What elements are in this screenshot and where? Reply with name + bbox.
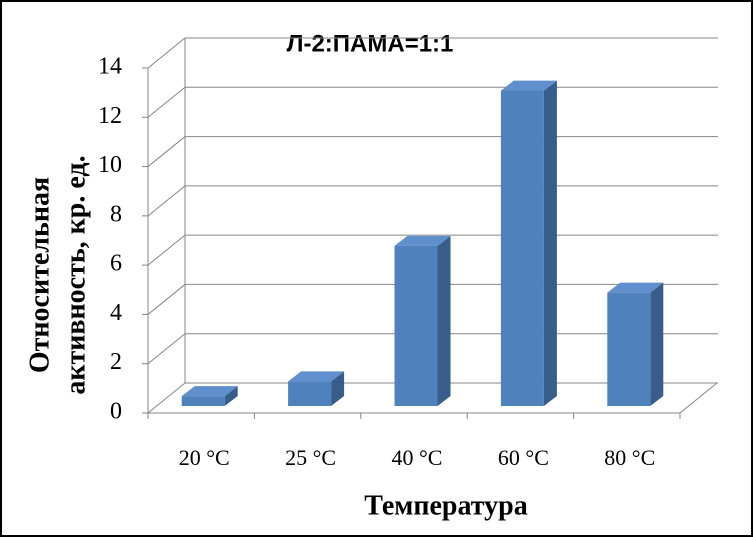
bar-top (394, 235, 451, 246)
y-axis-title: Относительная (24, 177, 55, 373)
grid-line (147, 382, 186, 414)
bar-top (181, 386, 238, 397)
bar (500, 80, 557, 407)
bar-top (607, 282, 664, 293)
bar-front (394, 245, 438, 406)
y-tick-label: 14 (98, 54, 122, 80)
grid-line (147, 136, 186, 167)
x-axis-title: Температура (364, 490, 527, 521)
grid-line (147, 234, 186, 266)
bar-top (500, 80, 557, 91)
bar (288, 371, 345, 406)
bar (607, 282, 664, 406)
y-tick-label: 8 (110, 201, 122, 227)
bar-side (331, 371, 345, 406)
grid-line (147, 185, 186, 217)
floor-edge (679, 382, 718, 414)
y-tick-label: 2 (110, 349, 122, 375)
y-tick-label: 12 (98, 103, 122, 129)
bar (181, 386, 238, 406)
grid-line (147, 37, 186, 69)
y-tick-label: 0 (110, 399, 122, 425)
bar-side (543, 80, 557, 407)
bar-side (650, 282, 664, 406)
y-axis-title: активность, кр. ед. (60, 155, 91, 394)
grid-line (147, 333, 186, 365)
bar-side (437, 235, 451, 406)
x-tick-label: 60 °C (498, 445, 549, 470)
chart-title: Л-2:ПАМА=1:1 (287, 30, 454, 57)
x-tick-label: 25 °C (285, 445, 336, 470)
grid-line (147, 284, 186, 315)
x-tick-label: 80 °C (604, 445, 655, 470)
grid-line (147, 86, 186, 118)
x-tick-label: 40 °C (392, 445, 443, 470)
bar-front (288, 381, 332, 406)
bar (394, 235, 451, 406)
bar-side (224, 386, 238, 406)
x-tick-label: 20 °C (179, 445, 230, 470)
bar-front (607, 292, 651, 406)
bar-front (181, 396, 225, 406)
bar-front (500, 90, 544, 407)
y-tick-label: 4 (110, 300, 122, 326)
bar-top (288, 371, 345, 382)
y-tick-label: 10 (98, 152, 122, 178)
y-tick-label: 6 (110, 251, 122, 277)
